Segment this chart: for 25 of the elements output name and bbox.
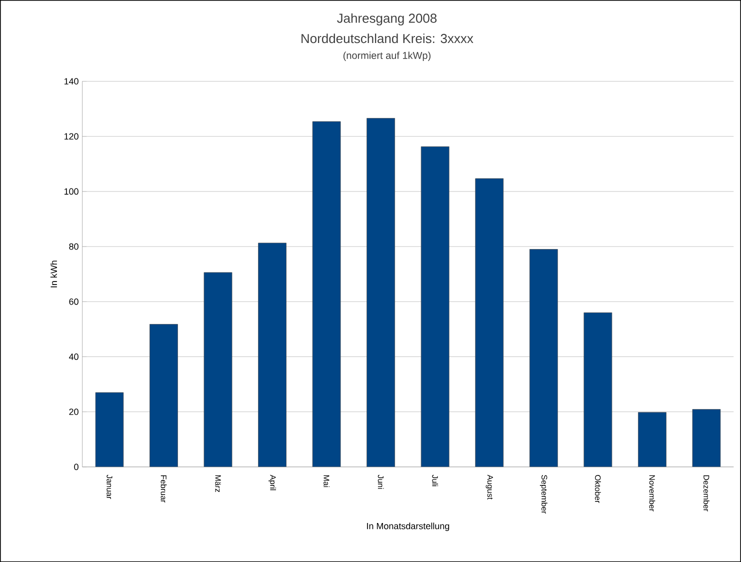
y-tick-label: 80 [69, 243, 78, 250]
bar [638, 412, 666, 467]
y-tick-label: 20 [69, 408, 78, 415]
y-tick-label: 40 [68, 353, 78, 360]
bar [366, 118, 396, 467]
y-tick-label: 140 [64, 78, 78, 84]
bar [150, 324, 178, 467]
y-tick-label: 120 [64, 133, 78, 140]
y-tick-label: 100 [64, 188, 78, 195]
bar [692, 409, 721, 467]
bar [258, 242, 286, 467]
bar [95, 392, 124, 467]
y-tick-label: 0 [74, 464, 78, 470]
bar [420, 146, 450, 467]
bar [312, 121, 341, 467]
text: (normiert auf 1kWp) [343, 52, 430, 61]
chart-subtitle: Norddeutschland Kreis: 3xxxx [302, 33, 474, 44]
y-axis-title: In kWh [50, 260, 57, 288]
bar [529, 249, 558, 467]
bar [204, 272, 232, 467]
x-axis-title: In Monatsdarstellung [367, 522, 450, 531]
bar [584, 312, 612, 467]
chart-title: Jahresgang 2008 [337, 13, 437, 26]
y-tick-label: 60 [69, 298, 78, 305]
bar [475, 178, 504, 467]
